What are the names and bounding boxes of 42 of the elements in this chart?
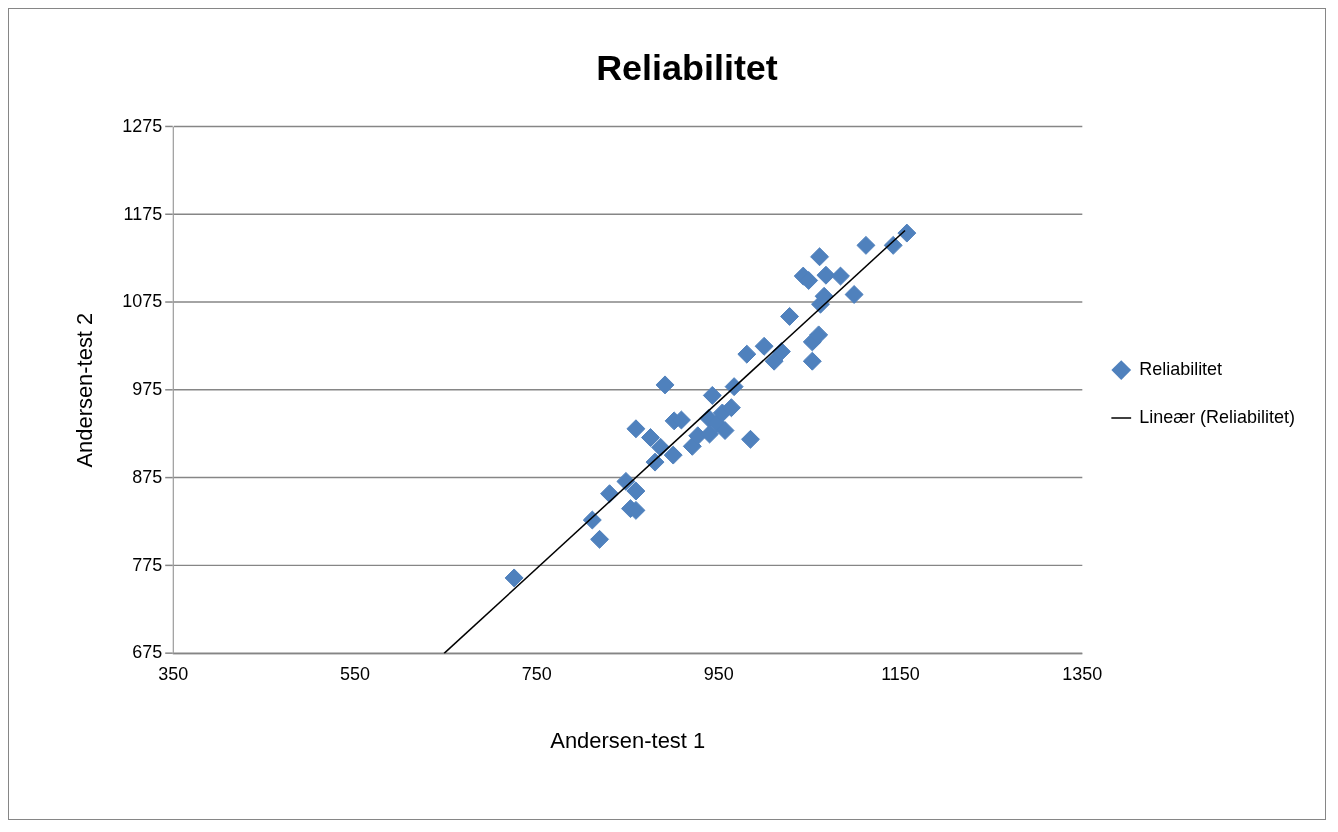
y-tick-label: 975 [132,379,163,400]
y-tick-label: 1175 [123,203,163,224]
point [590,529,610,549]
point [809,325,829,345]
point [626,481,646,501]
point [700,424,720,444]
legend-label: Lineær (Reliabilitet) [1139,406,1295,427]
point [754,336,774,356]
point [810,247,830,267]
point [504,568,524,588]
y-tick-label: 1075 [122,291,163,312]
point [715,421,735,440]
point [640,428,660,448]
point [655,375,675,395]
y-axis-title: Andersen-test 2 [72,312,98,468]
legend-label: Reliabilitet [1139,359,1223,380]
point [741,429,760,449]
point [897,223,917,243]
point [856,235,876,255]
point [844,285,864,304]
x-tick-label: 350 [158,664,189,685]
point [663,445,683,465]
point [702,385,722,405]
point [626,419,646,439]
x-tick-label: 1150 [881,664,920,685]
y-tick-label: 775 [132,554,163,575]
point [682,436,702,456]
x-tick-label: 750 [521,664,552,685]
point [831,266,850,286]
point [721,398,741,418]
x-tick-label: 550 [340,664,371,685]
x-axis-title: Andersen-test 1 [550,728,706,754]
chart-title: Reliabilitet [596,47,778,89]
x-tick-label: 1350 [1062,664,1103,685]
point [816,265,836,285]
point [737,344,757,364]
point [802,351,822,371]
point [780,306,800,326]
y-tick-label: 875 [132,466,163,487]
y-tick-label: 675 [132,642,163,663]
y-tick-label: 1275 [122,115,163,136]
x-tick-label: 950 [703,664,734,685]
